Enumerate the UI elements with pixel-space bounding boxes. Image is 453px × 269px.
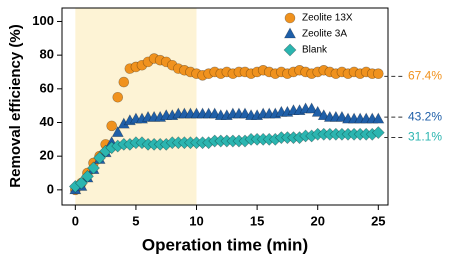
legend-label: Zeolite 13X — [302, 13, 353, 24]
marker — [118, 76, 130, 88]
x-tick-label: 15 — [250, 213, 264, 228]
x-tick-label: 5 — [132, 213, 139, 228]
y-tick-label: 80 — [40, 47, 54, 62]
marker — [372, 112, 385, 124]
marker — [317, 109, 330, 121]
marker — [283, 27, 297, 39]
marker — [238, 107, 252, 119]
marker — [311, 105, 324, 117]
marker — [106, 120, 117, 132]
x-tick-label: 20 — [310, 213, 324, 228]
annotation-label: 43.2% — [408, 109, 442, 123]
x-tick-label: 10 — [189, 213, 203, 228]
legend-label: Blank — [302, 45, 328, 56]
marker — [284, 12, 296, 24]
x-axis-label: Operation time (min) — [142, 235, 308, 254]
y-tick-label: 20 — [40, 148, 54, 163]
series — [68, 126, 385, 193]
highlight-band — [75, 8, 197, 205]
marker — [335, 110, 348, 122]
y-tick-label: 60 — [40, 80, 54, 95]
marker — [373, 68, 384, 79]
annotation-label: 67.4% — [408, 69, 442, 83]
y-tick-label: 0 — [47, 181, 54, 196]
marker — [371, 126, 385, 140]
marker — [208, 107, 221, 119]
series — [70, 53, 384, 196]
marker — [111, 125, 124, 137]
legend-label: Zeolite 3A — [302, 29, 347, 40]
y-tick-label: 40 — [40, 114, 54, 129]
marker — [305, 102, 318, 114]
y-tick-label: 100 — [32, 13, 54, 28]
x-tick-label: 0 — [72, 213, 79, 228]
marker — [81, 169, 94, 183]
y-axis-label: Removal efficiency (%) — [7, 24, 24, 187]
marker — [93, 151, 106, 165]
marker — [283, 43, 297, 57]
annotation-label: 31.1% — [408, 130, 442, 144]
x-tick-label: 25 — [371, 213, 385, 228]
marker — [74, 176, 88, 190]
marker — [112, 91, 124, 103]
marker — [87, 161, 100, 175]
plot-frame — [61, 7, 389, 206]
